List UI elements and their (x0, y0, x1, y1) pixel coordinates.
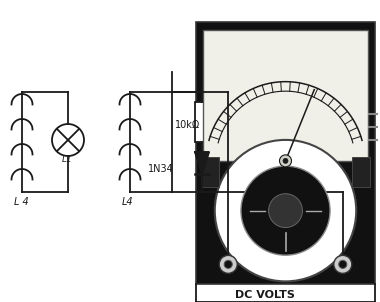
Circle shape (224, 260, 232, 268)
Circle shape (269, 194, 302, 228)
Circle shape (280, 155, 291, 167)
Text: L4: L4 (122, 197, 134, 207)
Circle shape (283, 158, 288, 163)
Bar (195, 102, 209, 142)
Bar (352, 157, 370, 187)
Circle shape (241, 166, 330, 255)
Text: DC VOLTS: DC VOLTS (235, 290, 295, 300)
Circle shape (219, 255, 237, 273)
Bar (203, 30, 368, 161)
Bar (201, 157, 219, 187)
Bar (196, 22, 375, 284)
Text: 10kΩ: 10kΩ (175, 120, 200, 130)
Circle shape (334, 255, 352, 273)
Text: L1: L1 (62, 155, 73, 164)
Circle shape (215, 140, 356, 281)
Circle shape (339, 260, 347, 268)
Polygon shape (195, 152, 209, 174)
Text: 1N34: 1N34 (148, 164, 174, 174)
Text: L 4: L 4 (14, 197, 29, 207)
